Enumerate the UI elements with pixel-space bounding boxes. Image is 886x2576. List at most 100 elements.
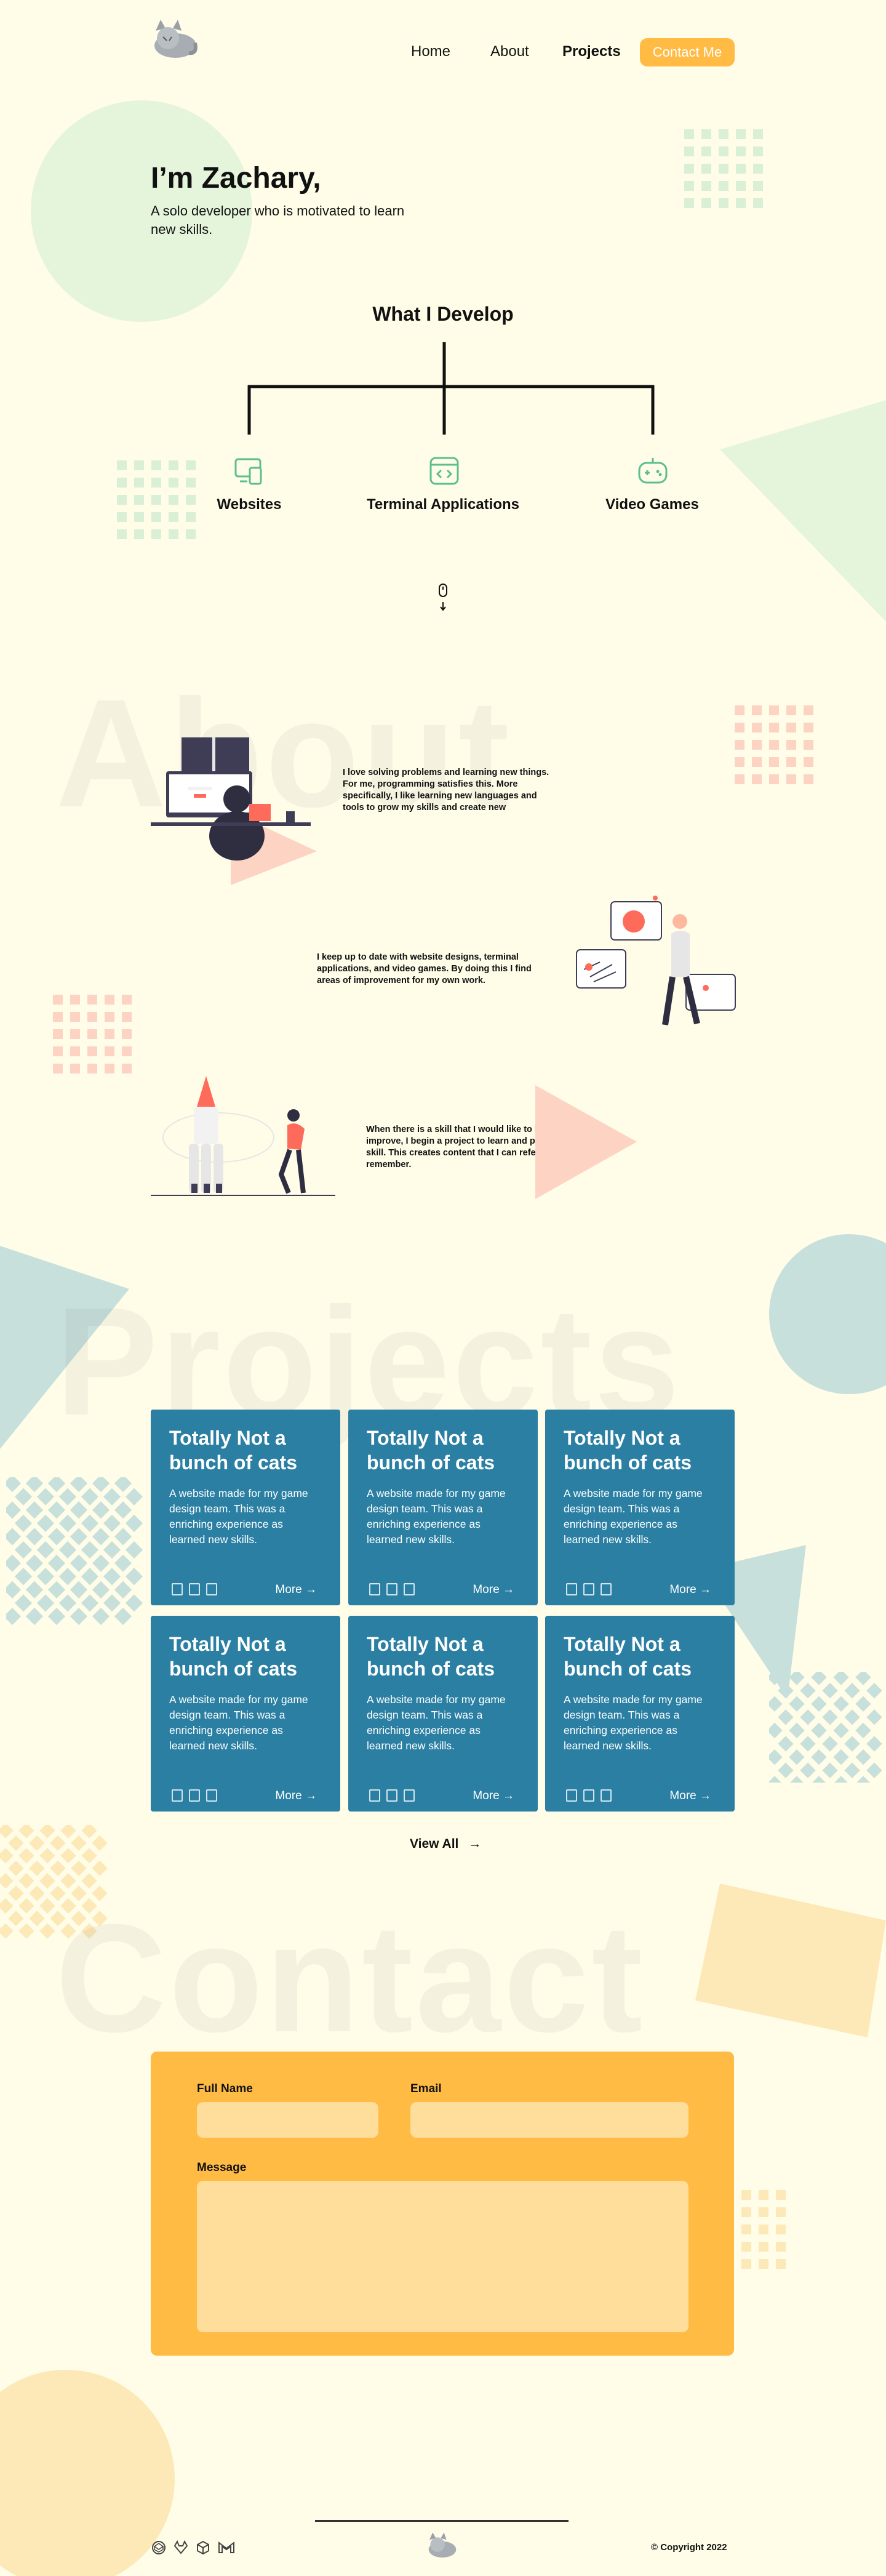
bg-circle-green — [31, 100, 252, 322]
develop-label-terminal: Terminal Applications — [366, 496, 520, 513]
project-card-tech-icons — [566, 1583, 612, 1595]
project-card-more-label: More — [669, 1789, 696, 1802]
js-icon — [601, 1789, 612, 1802]
about-watermark: About — [55, 665, 512, 841]
html-icon — [172, 1583, 183, 1595]
arrow-right-icon: → — [700, 1583, 711, 1596]
view-all-link[interactable]: View All → — [410, 1837, 481, 1852]
js-icon — [601, 1583, 612, 1595]
project-card-description: A website made for my game design team. … — [169, 1487, 308, 1546]
html-icon — [172, 1789, 183, 1802]
top-navigation: Home About Projects Contact Me — [0, 12, 886, 68]
project-card-tech-icons — [566, 1789, 612, 1802]
codepen-icon[interactable] — [151, 2540, 167, 2556]
bg-dot-grid-pink-right — [735, 705, 813, 784]
project-card-description: A website made for my game design team. … — [367, 1693, 506, 1752]
email-label: Email — [410, 2082, 442, 2095]
design-review-illustration — [576, 896, 736, 1025]
message-field[interactable] — [197, 2181, 688, 2332]
project-card-title: Totally Not a bunch of cats — [169, 1427, 298, 1474]
bg-diamond-grid-yellow — [0, 1825, 108, 1939]
codesandbox-icon[interactable] — [195, 2540, 211, 2556]
about-paragraph-3: When there is a skill that I would like … — [366, 1125, 580, 1170]
hero-title: I’m Zachary, — [151, 162, 321, 195]
programmer-illustration — [151, 737, 317, 885]
hero-subtitle: A solo developer who is motivated to lea… — [151, 203, 405, 237]
project-card-more-label: More — [275, 1789, 302, 1802]
bg-dot-grid-pink-left — [53, 995, 132, 1073]
project-card-more-link[interactable]: More → — [275, 1789, 317, 1803]
nav-about-link[interactable]: About — [490, 43, 529, 60]
js-icon — [404, 1583, 415, 1595]
project-card-title: Totally Not a bunch of cats — [367, 1633, 495, 1680]
bg-triangle-teal-left — [0, 1246, 129, 1449]
footer-social-links — [151, 2540, 236, 2556]
project-card-title: Totally Not a bunch of cats — [367, 1427, 495, 1474]
arrow-right-icon: → — [503, 1583, 514, 1596]
html-icon — [566, 1789, 577, 1802]
email-field[interactable] — [410, 2102, 688, 2138]
develop-label-websites: Websites — [217, 496, 282, 513]
project-card-title: Totally Not a bunch of cats — [564, 1427, 692, 1474]
bg-circle-yellow — [0, 2370, 175, 2576]
css-icon — [386, 1789, 397, 1802]
project-card-tech-icons — [369, 1583, 415, 1595]
code-window-icon — [429, 457, 459, 485]
develop-tree-lines — [247, 342, 655, 435]
project-card-more-link[interactable]: More → — [473, 1583, 514, 1597]
gmail-icon[interactable] — [217, 2540, 236, 2556]
html-icon — [369, 1583, 380, 1595]
project-card-more-link[interactable]: More → — [473, 1789, 514, 1803]
project-card[interactable]: Totally Not a bunch of cats A website ma… — [545, 1410, 735, 1605]
project-card-more-label: More — [275, 1583, 302, 1596]
project-card-title: Totally Not a bunch of cats — [564, 1633, 692, 1680]
gitlab-icon[interactable] — [173, 2540, 189, 2556]
css-icon — [189, 1583, 200, 1595]
project-card-more-link[interactable]: More → — [275, 1583, 317, 1597]
gamepad-icon — [638, 458, 668, 484]
css-icon — [583, 1789, 594, 1802]
footer-cat-logo[interactable] — [426, 2532, 459, 2560]
project-card-description: A website made for my game design team. … — [564, 1487, 703, 1546]
project-card-more-link[interactable]: More → — [669, 1583, 711, 1597]
project-card[interactable]: Totally Not a bunch of cats A website ma… — [151, 1616, 340, 1812]
css-icon — [386, 1583, 397, 1595]
project-card-description: A website made for my game design team. … — [367, 1487, 506, 1546]
arrow-right-icon: → — [503, 1789, 514, 1802]
devices-icon — [234, 458, 262, 485]
js-icon — [206, 1789, 217, 1802]
project-card[interactable]: Totally Not a bunch of cats A website ma… — [348, 1616, 538, 1812]
nav-projects-link[interactable]: Projects — [562, 43, 621, 60]
css-icon — [583, 1583, 594, 1595]
arrow-right-icon: → — [700, 1789, 711, 1802]
html-icon — [369, 1789, 380, 1802]
project-card-title: Totally Not a bunch of cats — [169, 1633, 298, 1680]
bg-diamond-grid-teal-right — [769, 1672, 882, 1783]
about-paragraph-2: I keep up to date with website designs, … — [317, 952, 532, 985]
project-card-more-link[interactable]: More → — [669, 1789, 711, 1803]
bg-parallelogram-yellow — [695, 1884, 886, 2037]
arrow-right-icon: → — [468, 1837, 482, 1851]
full-name-label: Full Name — [197, 2082, 253, 2095]
bg-dot-grid-yellow — [741, 2190, 786, 2269]
html-icon — [566, 1583, 577, 1595]
nav-home-link[interactable]: Home — [411, 43, 451, 60]
scroll-down-icon[interactable] — [438, 584, 448, 614]
css-icon — [189, 1789, 200, 1802]
contact-watermark: Contact — [55, 1890, 645, 2066]
copyright-text: © Copyright 2022 — [651, 2542, 727, 2553]
project-card-tech-icons — [172, 1789, 217, 1802]
bg-circle-teal — [769, 1234, 886, 1394]
bg-diamond-grid-teal-left — [6, 1477, 143, 1626]
cat-logo[interactable] — [151, 18, 200, 62]
rocket-launch-illustration — [151, 1076, 335, 1196]
contact-me-button[interactable]: Contact Me — [640, 38, 735, 66]
project-card[interactable]: Totally Not a bunch of cats A website ma… — [151, 1410, 340, 1605]
bg-triangle-green — [720, 400, 886, 622]
full-name-field[interactable] — [197, 2102, 378, 2138]
project-card[interactable]: Totally Not a bunch of cats A website ma… — [348, 1410, 538, 1605]
develop-title: What I Develop — [372, 303, 514, 325]
project-card[interactable]: Totally Not a bunch of cats A website ma… — [545, 1616, 735, 1812]
develop-item-terminal — [429, 455, 460, 489]
contact-form: Full Name Email Message — [151, 2052, 734, 2356]
